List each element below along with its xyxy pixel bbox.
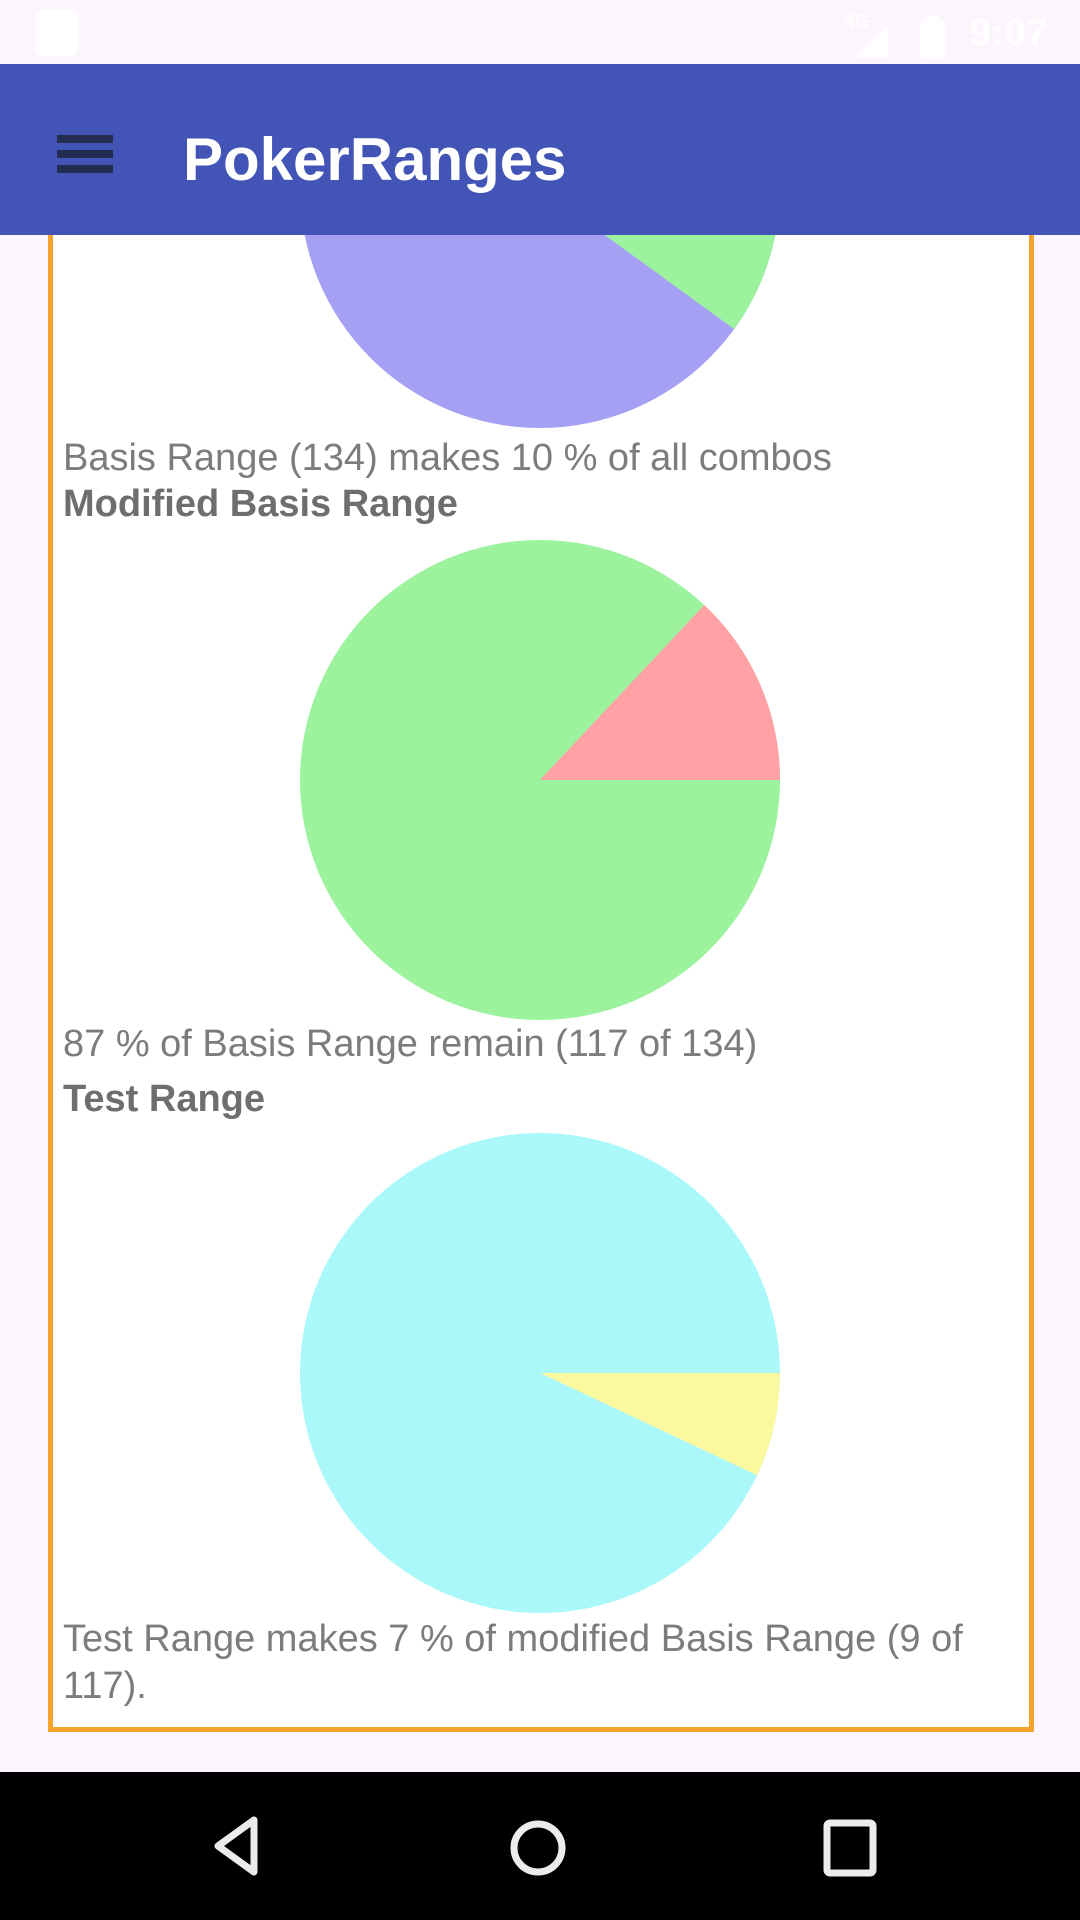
test-range-heading: Test Range xyxy=(63,1078,266,1120)
test-range-caption: Test Range makes 7 % of modified Basis R… xyxy=(63,1618,963,1707)
home-button[interactable] xyxy=(510,1820,566,1881)
network-type-label: 4G xyxy=(844,11,869,32)
status-time: 9:07 xyxy=(970,12,1049,53)
navigation-bar xyxy=(0,1772,1080,1920)
app-bar: PokerRanges xyxy=(0,64,1080,235)
modified-basis-range-heading: Modified Basis Range xyxy=(63,483,458,525)
notification-app-icon xyxy=(36,10,78,56)
pie-chart-test-range xyxy=(300,1133,780,1613)
pie-chart-modified-basis-range xyxy=(300,540,780,1020)
modified-basis-range-caption: 87 % of Basis Range remain (117 of 134) xyxy=(63,1023,758,1065)
app-title: PokerRanges xyxy=(183,126,567,193)
recents-button[interactable] xyxy=(822,1819,878,1882)
cellular-signal-icon: 4G xyxy=(844,10,890,65)
status-bar: 4G 9:07 xyxy=(0,0,1080,64)
basis-range-caption: Basis Range (134) makes 10 % of all comb… xyxy=(63,437,832,479)
scroll-content[interactable]: Basis Range (134) makes 10 % of all comb… xyxy=(0,235,1080,1772)
menu-icon[interactable] xyxy=(57,135,113,181)
pie-chart-basis-range xyxy=(304,235,776,428)
back-button[interactable] xyxy=(208,1814,264,1883)
battery-icon xyxy=(918,16,948,65)
